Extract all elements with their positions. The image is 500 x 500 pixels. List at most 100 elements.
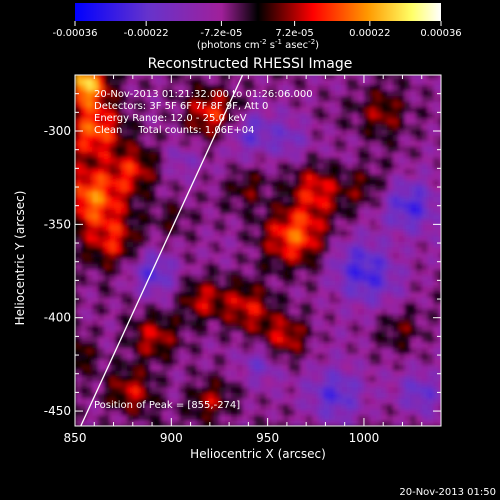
heatmap-cell <box>259 106 267 113</box>
heatmap-cell <box>231 106 238 113</box>
heatmap-cell <box>335 336 342 343</box>
heatmap-cell <box>155 414 163 421</box>
heatmap-cell <box>138 246 145 253</box>
heatmap-cell <box>190 185 197 192</box>
heatmap-cell <box>265 123 273 130</box>
heatmap-cell <box>311 117 319 125</box>
heatmap-cell <box>352 364 359 371</box>
heatmap-cell <box>150 325 157 332</box>
heatmap-cell <box>288 95 296 102</box>
heatmap-cell <box>427 75 434 80</box>
heatmap-cell <box>127 414 134 421</box>
heatmap-cell <box>329 123 336 130</box>
heatmap-cell <box>132 319 140 326</box>
heatmap-cell <box>439 196 441 203</box>
heatmap-cell <box>150 241 157 248</box>
heatmap-cell <box>202 185 209 192</box>
heatmap-cell <box>86 252 93 259</box>
heatmap-cell <box>439 397 441 405</box>
heatmap-cell <box>306 89 313 97</box>
heatmap-cell <box>225 213 232 220</box>
heatmap-cell <box>335 140 342 147</box>
heatmap-cell <box>173 123 180 130</box>
heatmap-cell <box>415 397 423 405</box>
heatmap-cell <box>144 375 151 382</box>
heatmap-cell <box>340 330 348 337</box>
heatmap-cell <box>127 134 134 141</box>
heatmap-cell <box>161 218 169 225</box>
heatmap-cell <box>190 308 197 315</box>
heatmap-cell <box>202 207 209 214</box>
heatmap-cell <box>398 162 405 169</box>
heatmap-cell <box>132 403 140 410</box>
heatmap-cell <box>294 347 301 354</box>
heatmap-cell <box>150 397 157 405</box>
heatmap-cell <box>248 213 255 220</box>
heatmap-cell <box>248 269 255 276</box>
heatmap-cell <box>225 134 232 141</box>
heatmap-cell <box>75 207 82 214</box>
heatmap-cell <box>184 280 192 287</box>
heatmap-cell <box>242 308 249 315</box>
heatmap-cell <box>358 369 365 377</box>
heatmap-cell <box>155 196 163 203</box>
heatmap-cell <box>352 381 359 388</box>
heatmap-cell <box>415 201 423 209</box>
heatmap-cell <box>121 95 128 102</box>
heatmap-cell <box>277 280 284 287</box>
heatmap-cell <box>225 364 232 371</box>
heatmap-cell <box>363 179 371 186</box>
heatmap-cell <box>80 75 88 80</box>
heatmap-cell <box>202 375 209 382</box>
heatmap-cell <box>335 369 342 377</box>
heatmap-cell <box>132 420 140 426</box>
heatmap-cell <box>288 375 296 382</box>
heatmap-cell <box>346 252 353 259</box>
heatmap-cell <box>254 185 261 192</box>
heatmap-cell <box>439 185 441 192</box>
heatmap-cell <box>294 397 301 405</box>
heatmap-cell <box>398 375 405 382</box>
heatmap-cell <box>167 409 174 416</box>
heatmap-cell <box>179 185 186 192</box>
heatmap-cell <box>283 151 290 158</box>
heatmap-cell <box>127 185 134 192</box>
heatmap-cell <box>283 89 290 97</box>
heatmap-cell <box>219 280 226 287</box>
heatmap-cell <box>387 168 394 175</box>
heatmap-cell <box>433 241 440 248</box>
heatmap-cell <box>300 190 307 197</box>
heatmap-cell <box>121 162 128 169</box>
heatmap-cell <box>259 218 267 225</box>
heatmap-cell <box>236 185 244 192</box>
heatmap-cell <box>352 179 359 186</box>
heatmap-cell <box>207 213 215 220</box>
heatmap-cell <box>311 291 319 298</box>
heatmap-cell <box>398 218 405 225</box>
heatmap-cell <box>317 403 325 410</box>
heatmap-cell <box>410 101 417 108</box>
heatmap-cell <box>75 117 82 125</box>
heatmap-cell <box>184 308 192 315</box>
heatmap-cell <box>144 218 151 225</box>
heatmap-cell <box>184 235 192 242</box>
heatmap-cell <box>144 117 151 125</box>
heatmap-cell <box>335 263 342 270</box>
heatmap-cell <box>259 123 267 130</box>
heatmap-cell <box>427 409 434 416</box>
heatmap-cell <box>329 280 336 287</box>
heatmap-cell <box>173 420 180 426</box>
heatmap-cell <box>300 364 307 371</box>
heatmap-cell <box>161 358 169 365</box>
heatmap-cell <box>398 302 405 309</box>
heatmap-cell <box>207 386 215 393</box>
annotation-detectors: Detectors: 3F 5F 6F 7F 8F 9F, Att 0 <box>94 101 268 112</box>
heatmap-cell <box>410 257 417 265</box>
heatmap-cell <box>225 224 232 231</box>
heatmap-cell <box>288 162 296 169</box>
heatmap-cell <box>155 140 163 147</box>
heatmap-cell <box>352 274 359 281</box>
heatmap-cell <box>427 112 434 119</box>
heatmap-cell <box>103 151 111 158</box>
heatmap-cell <box>190 347 197 354</box>
